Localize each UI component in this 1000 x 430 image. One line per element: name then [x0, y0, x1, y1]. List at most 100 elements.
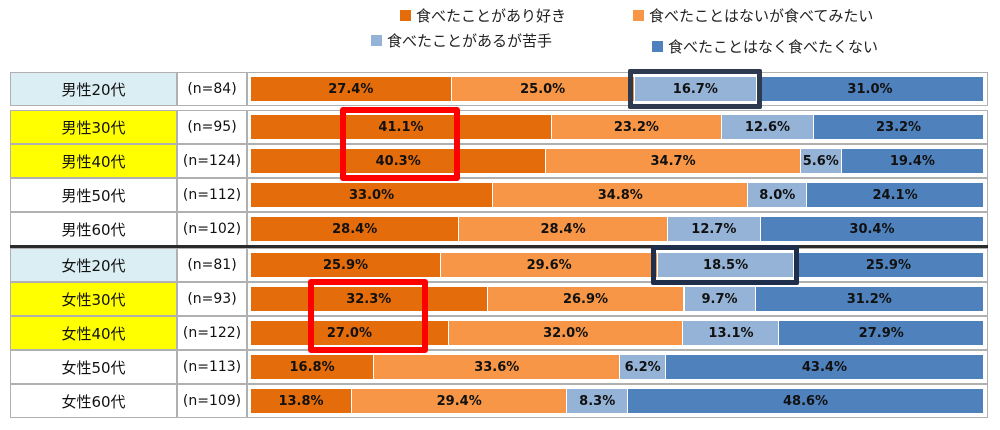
bar-value-label: 25.0%	[520, 81, 566, 97]
row-sample-size: (n=95)	[177, 110, 247, 144]
bar-value-label: 32.0%	[543, 325, 589, 341]
bar-value-label: 43.4%	[801, 359, 847, 375]
highlight-box	[651, 245, 799, 285]
bar-segment: 25.9%	[793, 253, 984, 277]
bar-value-label: 6.2%	[624, 359, 661, 375]
bar-row: 27.0% 32.0% 13.1% 27.9%	[247, 316, 988, 350]
bar-row: 32.3% 26.9% 9.7% 31.2%	[247, 282, 988, 316]
bar-segment: 8.0%	[748, 183, 808, 207]
bar-segment: 33.0%	[251, 183, 494, 207]
bar-segment: 24.1%	[807, 183, 984, 207]
bar-value-label: 41.1%	[378, 119, 424, 135]
bar-segment: 6.2%	[620, 355, 666, 379]
row-sample-size: (n=93)	[177, 282, 247, 316]
bar-value-label: 19.4%	[889, 153, 935, 169]
bar-row: 27.4% 25.0% 16.7% 31.0%	[247, 72, 988, 106]
bar-value-label: 29.6%	[526, 257, 572, 273]
row-sample-size: (n=113)	[177, 350, 247, 384]
bar-value-label: 28.4%	[332, 221, 378, 237]
row-label: 女性50代	[10, 350, 177, 384]
bar-segment: 30.4%	[760, 217, 984, 241]
bar-segment: 12.7%	[667, 217, 761, 241]
row-label: 男性50代	[10, 178, 177, 212]
bar-segment: 26.9%	[487, 287, 685, 311]
bar-value-label: 25.9%	[322, 257, 369, 273]
bar-segment: 29.4%	[352, 389, 568, 413]
bar-value-label: 26.9%	[562, 291, 609, 307]
bar-segment: 31.0%	[756, 77, 984, 101]
legend-label: 食べたことがあるが苦手	[387, 32, 553, 50]
row-sample-size: (n=81)	[177, 248, 247, 282]
legend-swatch	[633, 10, 644, 21]
bar-value-label: 13.8%	[278, 393, 324, 409]
row-label: 女性40代	[10, 316, 177, 350]
row-label: 女性30代	[10, 282, 177, 316]
highlight-box	[340, 107, 461, 181]
bar-segment: 40.3%	[251, 149, 547, 173]
row-label: 男性30代	[10, 110, 177, 144]
bar-row: 25.9% 29.6% 18.5% 25.9%	[247, 248, 988, 282]
legend-swatch	[371, 35, 382, 46]
bar-row: 40.3% 34.7% 5.6% 19.4%	[247, 144, 988, 178]
bar-value-label: 16.8%	[289, 359, 335, 375]
bar-segment: 48.6%	[628, 389, 984, 413]
bar-segment: 32.3%	[251, 287, 488, 311]
row-sample-size: (n=112)	[177, 178, 247, 212]
bar-value-label: 18.5%	[703, 257, 749, 273]
bar-value-label: 25.9%	[865, 257, 912, 273]
bar-value-label: 48.6%	[782, 393, 829, 409]
legend-item: 食べたことがあり好き	[400, 5, 566, 26]
bar-segment: 32.0%	[448, 321, 684, 345]
bar-segment: 34.8%	[493, 183, 749, 207]
bar-value-label: 5.6%	[802, 153, 839, 169]
bar-value-label: 9.7%	[701, 291, 738, 307]
bar-value-label: 33.6%	[474, 359, 520, 375]
row-sample-size: (n=122)	[177, 316, 247, 350]
bar-value-label: 8.0%	[759, 187, 796, 203]
bar-segment: 31.2%	[755, 287, 984, 311]
bar-segment: 8.3%	[567, 389, 629, 413]
row-sample-size: (n=84)	[177, 72, 247, 106]
highlight-box	[627, 69, 762, 109]
bar-value-label: 27.4%	[328, 81, 374, 97]
bar-row: 13.8% 29.4% 8.3% 48.6%	[247, 384, 988, 418]
bar-segment: 33.6%	[374, 355, 621, 379]
bar-segment: 19.4%	[841, 149, 984, 173]
bar-segment: 28.4%	[459, 217, 668, 241]
row-sample-size: (n=124)	[177, 144, 247, 178]
bar-row: 28.4% 28.4% 12.7% 30.4%	[247, 212, 988, 246]
bar-value-label: 24.1%	[872, 187, 918, 203]
row-label: 女性20代	[10, 248, 177, 282]
bar-value-label: 40.3%	[375, 153, 421, 169]
bar-value-label: 34.7%	[650, 153, 696, 169]
bar-segment: 5.6%	[800, 149, 842, 173]
bar-value-label: 31.2%	[846, 291, 892, 307]
row-sample-size: (n=102)	[177, 212, 247, 246]
bar-value-label: 12.6%	[744, 119, 791, 135]
bar-segment: 13.1%	[683, 321, 780, 345]
bar-segment: 41.1%	[251, 115, 552, 139]
legend-swatch	[652, 41, 663, 52]
bar-value-label: 33.0%	[349, 187, 395, 203]
bar-value-label: 28.4%	[540, 221, 586, 237]
bar-segment: 27.0%	[251, 321, 449, 345]
bar-segment: 16.8%	[251, 355, 375, 379]
bar-segment: 25.9%	[251, 253, 442, 277]
bar-value-label: 12.7%	[691, 221, 737, 237]
bar-value-label: 29.4%	[436, 393, 482, 409]
legend-item: 食べたことはないが食べてみたい	[633, 5, 873, 26]
bar-segment: 27.4%	[251, 77, 452, 101]
bar-segment: 34.7%	[546, 149, 801, 173]
bar-row: 41.1% 23.2% 12.6% 23.2%	[247, 110, 988, 144]
bar-value-label: 27.0%	[326, 325, 372, 341]
legend-label: 食べたことはなく食べたくない	[668, 38, 879, 56]
bar-segment: 12.6%	[721, 115, 815, 139]
highlight-box	[308, 279, 429, 353]
bar-segment: 23.2%	[814, 115, 984, 139]
row-label: 男性20代	[10, 72, 177, 106]
bar-segment: 29.6%	[441, 253, 659, 277]
bar-row: 33.0% 34.8% 8.0% 24.1%	[247, 178, 988, 212]
row-label: 男性60代	[10, 212, 177, 246]
bar-segment: 43.4%	[665, 355, 984, 379]
